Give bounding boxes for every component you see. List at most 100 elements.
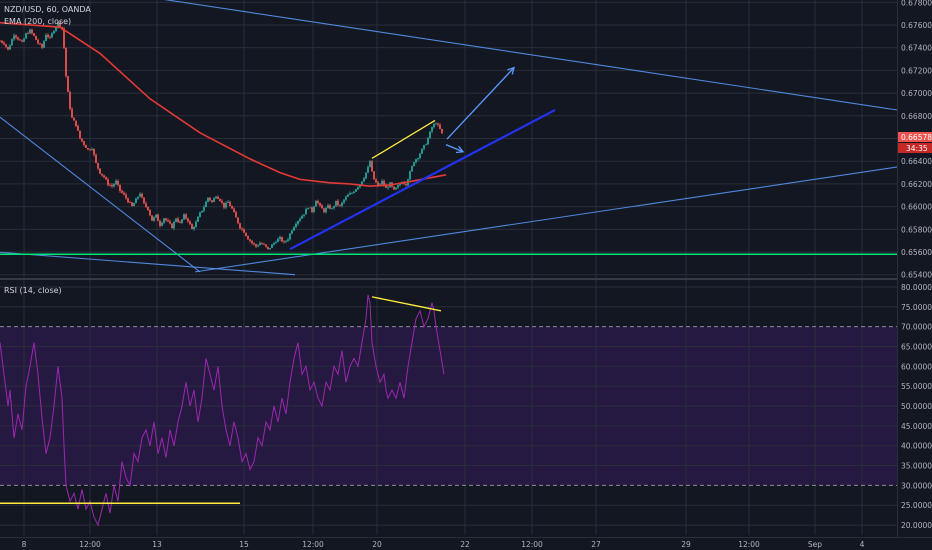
candle-body (203, 207, 205, 211)
price-tick-label: 0.67000 (901, 89, 932, 98)
rsi-tick-label: 25.0000 (901, 501, 932, 510)
price-axis[interactable] (898, 0, 932, 537)
time-tick-label: 29 (681, 540, 691, 549)
candle-body (157, 214, 159, 222)
candle-body (227, 201, 229, 203)
candle-body (209, 197, 211, 201)
candle-body (265, 244, 267, 247)
candle-body (165, 218, 167, 221)
time-tick-label: 27 (591, 540, 601, 549)
candle-body (103, 175, 105, 178)
price-tick-label: 0.67800 (901, 0, 932, 7)
candle-body (233, 208, 235, 213)
candle-body (235, 212, 237, 218)
candle-body (139, 193, 141, 197)
candle-body (371, 161, 373, 172)
price-tick-label: 0.65400 (901, 271, 932, 280)
arrow-head-7 (507, 66, 515, 75)
candle-body (347, 194, 349, 197)
price-line-divergence-6 (371, 119, 436, 159)
countdown-badge (898, 143, 932, 153)
symbol-title[interactable]: NZD/USD, 60, OANDA (4, 5, 91, 14)
candle-body (269, 248, 271, 250)
candle-body (321, 205, 323, 209)
candle-body (339, 204, 341, 206)
candle-body (319, 203, 321, 206)
candle-body (27, 33, 29, 35)
candle-body (333, 206, 335, 209)
candle-body (181, 219, 183, 223)
price-tick-label: 0.65800 (901, 225, 932, 234)
candle-body (261, 243, 263, 245)
candle-body (23, 38, 25, 42)
candle-body (353, 191, 355, 194)
candle-body (77, 126, 79, 131)
candle-body (201, 210, 203, 213)
candle-body (317, 200, 319, 204)
candle-body (85, 144, 87, 149)
candle-body (279, 237, 281, 239)
candle-body (147, 206, 149, 211)
time-tick-label: 20 (372, 540, 382, 549)
candle-body (249, 239, 251, 241)
candle-body (163, 218, 165, 223)
candle-body (33, 33, 35, 36)
candle-body (91, 148, 93, 150)
ema-line (0, 21, 447, 188)
candle-body (17, 37, 19, 40)
candle-body (437, 123, 439, 125)
candle-body (297, 220, 299, 224)
candle-body (293, 227, 295, 231)
price-line-arrow-8 (445, 144, 464, 153)
ema-legend[interactable]: EMA (200, close) (4, 17, 71, 26)
candle-body (275, 242, 277, 243)
candle-body (131, 202, 133, 207)
candle-body (171, 223, 173, 229)
candle-body (329, 205, 331, 209)
candle-body (3, 42, 5, 45)
candle-body (237, 217, 239, 224)
time-tick-label: 4 (860, 540, 865, 549)
candle-body (129, 202, 131, 204)
time-axis-ticks: 8 12:00 13 15 12:00 20 22 12:00 27 29 12:00 Sep 4 (22, 540, 865, 549)
candle-body (93, 148, 95, 155)
candle-body (69, 91, 71, 109)
candle-body (251, 240, 253, 244)
price-line-trend-3 (194, 161, 932, 273)
candle-body (349, 193, 351, 195)
candle-body (109, 184, 111, 186)
candle-body (187, 218, 189, 222)
candle-body (111, 185, 113, 187)
rsi-tick-label: 75.0000 (901, 303, 932, 312)
price-overlays (289, 66, 556, 251)
candle-body (287, 239, 289, 241)
candle-body (101, 173, 103, 176)
candle-body (153, 217, 155, 221)
candle-body (159, 221, 161, 226)
rsi-line (0, 294, 445, 527)
candle-body (13, 35, 15, 40)
rsi-tick-label: 70.0000 (901, 323, 932, 332)
price-badge: 0.66578 34:35 (898, 132, 932, 153)
candle-body (183, 214, 185, 220)
candle-body (195, 221, 197, 227)
candle-body (205, 201, 207, 208)
price-tick-label: 0.67600 (901, 21, 932, 30)
candle-body (345, 196, 347, 200)
candle-body (393, 186, 395, 190)
price-line-bold_trend-5 (289, 109, 556, 251)
candle-body (141, 193, 143, 198)
candle-body (67, 76, 69, 92)
candle-body (239, 223, 241, 229)
rsi-tick-label: 40.0000 (901, 442, 932, 451)
candle-body (161, 222, 163, 226)
candle-body (441, 128, 443, 134)
candle-body (327, 205, 329, 209)
candle-body (397, 185, 399, 188)
candle-body (429, 131, 431, 139)
price-tick-label: 0.66800 (901, 112, 932, 121)
arrow-head-8 (455, 145, 465, 154)
time-axis[interactable] (0, 537, 932, 550)
rsi-legend[interactable]: RSI (14, close) (4, 286, 62, 295)
